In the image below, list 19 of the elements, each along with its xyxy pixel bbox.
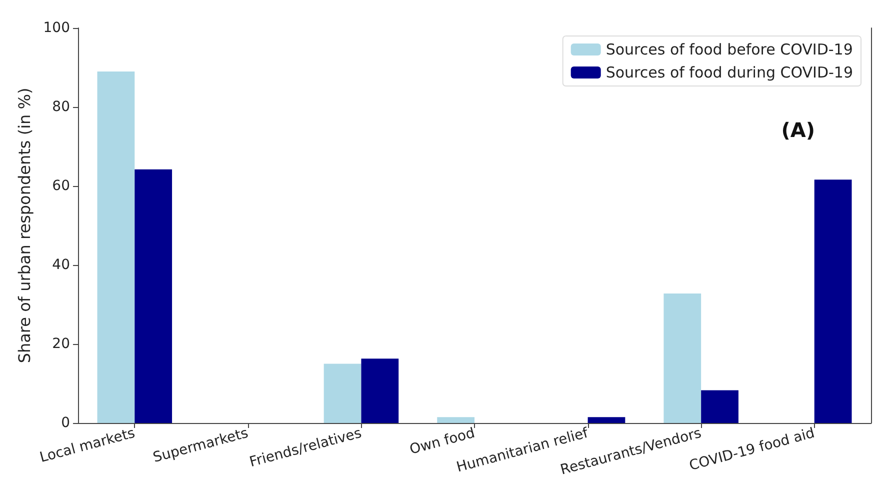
y-tick-label: 80 [52, 99, 70, 115]
y-axis-title: Share of urban respondents (in %) [14, 88, 34, 364]
y-tick-label: 0 [61, 415, 70, 431]
bar [588, 417, 626, 423]
bar [814, 180, 852, 423]
y-tick-label: 100 [43, 20, 70, 36]
bar [701, 390, 738, 423]
bar [664, 293, 702, 423]
bar [97, 71, 135, 423]
bar [134, 169, 172, 423]
y-tick-label: 40 [52, 257, 70, 273]
bar [324, 364, 362, 423]
bar [361, 358, 399, 423]
legend-label: Sources of food before COVID-19 [606, 40, 853, 58]
y-tick-label: 60 [52, 178, 70, 194]
y-tick-label: 20 [52, 336, 70, 352]
annotation: (A) [781, 118, 816, 142]
legend-label: Sources of food during COVID-19 [606, 64, 854, 82]
bar [437, 417, 474, 423]
